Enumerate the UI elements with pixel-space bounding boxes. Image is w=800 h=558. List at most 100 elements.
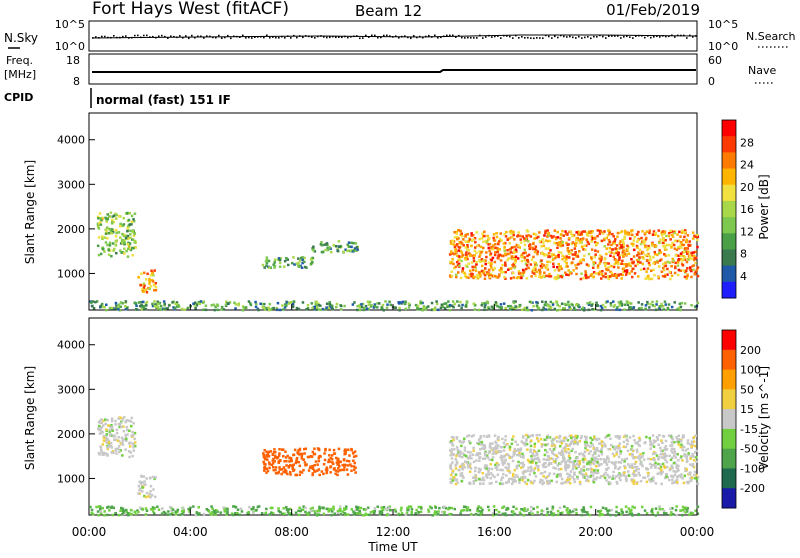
power-cell [671, 235, 675, 238]
power-cell [145, 304, 148, 307]
power-cell [601, 303, 605, 307]
velocity-cell [476, 452, 479, 455]
velocity-cell [156, 505, 159, 508]
power-cell [620, 239, 624, 242]
power-cell [513, 245, 516, 249]
power-cell [394, 306, 397, 309]
velocity-cell [303, 447, 306, 451]
velocity-cell [604, 507, 608, 511]
power-cell [122, 223, 126, 226]
velocity-cell [507, 480, 510, 484]
power-cell [500, 268, 503, 271]
velocity-cell [252, 506, 255, 509]
power-cell [591, 230, 594, 233]
velocity-cell [618, 442, 622, 445]
velocity-cell [122, 509, 126, 513]
power-cell [459, 249, 462, 253]
velocity-cell [247, 511, 250, 514]
power-cell [100, 219, 103, 222]
power-cell [301, 258, 304, 262]
power-cell [662, 237, 665, 240]
power-cell [114, 244, 118, 247]
velocity-cell [266, 458, 269, 461]
velocity-cell [535, 437, 539, 440]
velocity-cell [554, 467, 557, 470]
velocity-cell [353, 511, 356, 515]
power-cell [531, 271, 534, 274]
power-cell [652, 233, 655, 236]
velocity-cell [106, 513, 109, 517]
velocity-cell [306, 455, 310, 459]
power-cell [592, 275, 596, 278]
velocity-cell [533, 479, 536, 483]
power-cell [607, 229, 611, 232]
velocity-cell [108, 509, 111, 512]
velocity-cell [585, 478, 589, 481]
velocity-cell [584, 445, 588, 448]
velocity-cell [420, 505, 423, 509]
velocity-cell [622, 445, 625, 449]
velocity-cell [128, 441, 132, 444]
velocity-cell [322, 472, 325, 476]
power-cell [133, 212, 137, 215]
nsky-point [446, 34, 448, 37]
power-cell [620, 244, 624, 247]
velocity-cell [317, 448, 321, 452]
nsky-point [263, 36, 265, 39]
power-cell [132, 238, 135, 241]
power-cell [131, 230, 135, 234]
power-cell [534, 248, 538, 252]
power-cell [269, 266, 272, 269]
velocity-cell [292, 463, 295, 466]
velocity-cell [393, 508, 397, 511]
velocity-cell [662, 511, 666, 515]
velocity-cell [121, 443, 125, 446]
power-cell [97, 227, 101, 230]
power-cell [646, 253, 649, 257]
velocity-cell [414, 512, 417, 515]
velocity-cell [331, 462, 335, 465]
power-cell [694, 257, 697, 260]
velocity-cell [477, 505, 480, 509]
velocity-cell [653, 458, 656, 462]
velocity-cell [174, 510, 177, 513]
velocity-cell [638, 436, 641, 440]
velocity-cell [472, 482, 475, 485]
power-cell [521, 268, 525, 272]
velocity-cell [565, 464, 568, 467]
velocity-cell [631, 514, 634, 517]
power-cell [494, 301, 498, 304]
power-cell [664, 273, 667, 277]
power-cell [662, 304, 665, 308]
velocity-cell [466, 450, 470, 454]
power-cell [295, 306, 299, 310]
power-cell [545, 274, 548, 278]
velocity-cell [461, 441, 464, 444]
velocity-cell [470, 435, 474, 438]
velocity-cell [114, 511, 117, 515]
power-cell [363, 306, 366, 310]
power-cell [467, 262, 470, 265]
velocity-cell [527, 466, 530, 469]
velocity-cell [164, 511, 167, 515]
velocity-cell [582, 508, 586, 511]
velocity-cell [514, 440, 517, 443]
velocity-cell [125, 419, 128, 423]
power-cell [535, 236, 538, 240]
power-cell [483, 308, 486, 311]
power-cell [491, 274, 495, 278]
velocity-cell [513, 468, 516, 472]
velocity-cell [589, 436, 592, 440]
velocity-cell [685, 469, 688, 472]
velocity-cell [550, 444, 554, 448]
velocity-cell [286, 510, 290, 514]
power-cell [619, 231, 622, 234]
velocity-cell [575, 462, 579, 466]
nsky-trace [91, 34, 697, 40]
power-cell [679, 235, 682, 238]
nsky-point [500, 37, 502, 39]
power-cell [249, 302, 252, 305]
velocity-cell [585, 441, 588, 444]
nsky-point [551, 37, 553, 39]
velocity-cell [675, 436, 678, 439]
